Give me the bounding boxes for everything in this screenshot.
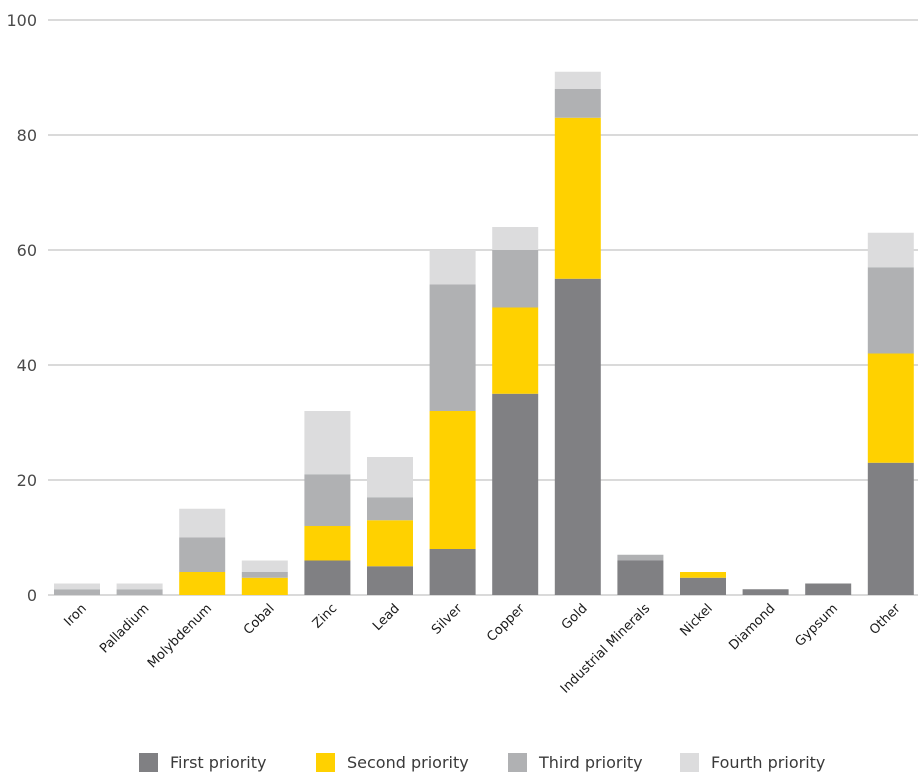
bar-segment-lead-s2: [367, 520, 413, 567]
bar-segment-nickel-s1: [680, 577, 726, 595]
y-tick-label: 60: [17, 241, 37, 260]
bar-segment-zinc-s1: [304, 560, 351, 595]
bar-segment-palladium-s4: [116, 583, 163, 590]
legend-label-fourth: Fourth priority: [711, 752, 826, 772]
bar-segment-silver-s2: [429, 411, 476, 549]
legend-item-fourth: Fourth priority: [680, 752, 825, 772]
y-tick-label: 80: [17, 126, 37, 145]
bar-segment-lead-s3: [367, 497, 413, 521]
bar-segment-zinc-s3: [304, 474, 351, 526]
legend-label-first: First priority: [170, 752, 267, 772]
bar-segment-nickel-s2: [680, 572, 726, 578]
bar-segment-cobal-s4: [241, 560, 288, 572]
bar-segment-silver-s3: [429, 284, 476, 411]
x-tick-label: Palladium: [97, 601, 152, 656]
bar-segment-other-s3: [867, 267, 914, 354]
legend-swatch-fourth: [680, 752, 699, 772]
x-tick-label: Copper: [484, 601, 528, 645]
y-tick-label: 0: [27, 586, 37, 605]
y-tick-label: 20: [17, 471, 37, 490]
legend-label-second: Second priority: [347, 752, 469, 772]
bar-segment-copper-s2: [492, 307, 539, 394]
bar-segment-gold-s1: [554, 278, 601, 595]
x-tick-label: Silver: [429, 601, 466, 638]
bar-segment-palladium-s3: [116, 589, 163, 595]
bar-segment-cobal-s3: [241, 572, 288, 578]
bars: [54, 71, 914, 595]
bar-segment-copper-s4: [492, 227, 539, 250]
x-tick-label: Molybdenum: [145, 601, 215, 671]
y-axis-ticks: 0 20 40 60 80 100: [6, 11, 37, 605]
legend: First priority Second priority Third pri…: [0, 752, 918, 772]
x-tick-label: Gold: [559, 601, 591, 633]
bar-segment-gold-s2: [554, 117, 601, 279]
bar-segment-copper-s3: [492, 250, 539, 308]
bar-segment-other-s2: [867, 353, 914, 463]
y-tick-label: 40: [17, 356, 37, 375]
x-tick-label: Other: [867, 601, 904, 638]
x-tick-label: Diamond: [726, 601, 778, 653]
bar-segment-zinc-s2: [304, 526, 351, 561]
legend-swatch-third: [508, 752, 527, 772]
bar-segment-silver-s4: [429, 250, 476, 285]
legend-item-second: Second priority: [316, 752, 469, 772]
bar-segment-gold-s4: [554, 71, 601, 89]
bar-segment-lead-s1: [367, 566, 413, 595]
bar-segment-molybdenum-s2: [179, 572, 226, 595]
bar-segment-industrial-minerals-s3: [617, 554, 664, 561]
bar-segment-lead-s4: [367, 457, 413, 498]
legend-swatch-second: [316, 752, 335, 772]
bar-segment-gypsum-s1: [805, 583, 852, 595]
x-tick-label: Zinc: [310, 601, 340, 631]
bar-segment-cobal-s2: [241, 577, 288, 595]
y-tick-label: 100: [6, 11, 37, 30]
gridlines: [48, 19, 918, 596]
bar-segment-zinc-s4: [304, 411, 351, 475]
bar-segment-diamond-s1: [742, 589, 789, 595]
bar-segment-iron-s4: [54, 583, 100, 590]
bar-segment-molybdenum-s3: [179, 537, 226, 572]
legend-item-first: First priority: [139, 752, 267, 772]
bar-segment-copper-s1: [492, 393, 539, 595]
bar-segment-gold-s3: [554, 89, 601, 118]
legend-label-third: Third priority: [539, 752, 643, 772]
bar-segment-other-s4: [867, 232, 914, 268]
x-tick-label: Nickel: [678, 601, 716, 639]
x-tick-label: Cobal: [241, 601, 278, 638]
bar-segment-silver-s1: [429, 549, 476, 595]
bar-segment-other-s1: [867, 462, 914, 595]
x-tick-label: Gypsum: [792, 601, 841, 650]
bar-segment-industrial-minerals-s1: [617, 560, 664, 595]
x-tick-label: Lead: [370, 601, 403, 634]
bar-segment-iron-s3: [54, 589, 100, 595]
bar-segment-molybdenum-s4: [179, 508, 226, 538]
x-tick-label: Iron: [61, 601, 89, 629]
legend-swatch-first: [139, 752, 158, 772]
legend-item-third: Third priority: [508, 752, 643, 772]
